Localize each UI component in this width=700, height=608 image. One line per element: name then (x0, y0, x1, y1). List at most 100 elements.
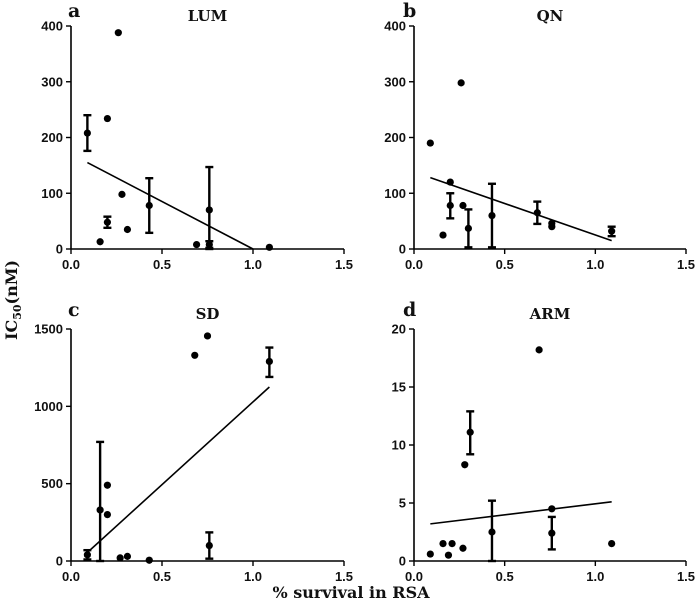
data-point (533, 209, 541, 217)
data-point (426, 550, 434, 558)
x-tick-label: 0.5 (153, 569, 171, 584)
data-point (548, 223, 556, 231)
y-tick-label: 0 (399, 242, 406, 257)
y-tick-label: 1000 (34, 399, 63, 414)
y-axis-title-unit: (nM) (2, 260, 21, 304)
data-point (145, 556, 153, 564)
data-point (466, 428, 474, 436)
panel-c: 0.0 0.5 1.0 1.5 0 500 1000 1500 c SD (34, 299, 353, 584)
y-tick-label: 100 (384, 186, 406, 201)
data-point (191, 351, 199, 359)
data-point (464, 224, 472, 232)
y-tick-label: 0 (56, 242, 63, 257)
y-tick-label: 100 (41, 186, 63, 201)
y-tick-label: 15 (392, 380, 406, 395)
data-point (457, 79, 465, 87)
y-tick-label: 10 (392, 438, 406, 453)
data-point (459, 201, 467, 210)
x-tick-label: 0.5 (153, 257, 171, 272)
x-tick-label: 1.5 (677, 569, 695, 584)
x-tick-label: 1.0 (586, 257, 604, 272)
data-point (548, 529, 556, 537)
y-axis-title-sub: 50 (11, 304, 24, 320)
data-point (103, 481, 111, 489)
data-point (123, 552, 132, 560)
x-tick-label: 1.0 (244, 257, 262, 272)
data-point (205, 541, 213, 550)
x-axis-title: % survival in RSA (272, 583, 430, 602)
data-point (103, 218, 111, 226)
data-point (205, 240, 213, 249)
data-point (145, 201, 153, 210)
data-point (265, 357, 273, 366)
data-point (439, 540, 447, 548)
y-tick-label: 300 (41, 74, 63, 89)
panel-label: a (68, 0, 80, 22)
panel-d: 0.0 0.5 1.0 1.5 0 5 10 15 20d ARM (392, 299, 696, 584)
data-point (446, 178, 454, 186)
data-point (488, 528, 496, 536)
y-tick-label: 300 (384, 74, 406, 89)
data-point (535, 346, 543, 354)
x-tick-label: 0.0 (62, 257, 80, 272)
y-tick-label: 5 (399, 496, 406, 511)
data-point (548, 505, 556, 513)
x-tick-label: 0.0 (405, 257, 423, 272)
svg-text:IC50(nM): IC50(nM) (2, 260, 24, 340)
data-point (439, 231, 447, 239)
data-point (203, 332, 212, 340)
panel-label: d (403, 299, 416, 321)
y-tick-label: 200 (384, 130, 406, 145)
x-tick-label: 1.5 (335, 569, 353, 584)
data-point (608, 540, 616, 548)
y-tick-label: 1500 (34, 322, 63, 337)
y-tick-label: 0 (56, 554, 63, 569)
y-tick-label: 0 (399, 554, 406, 569)
x-tick-label: 0.5 (496, 569, 514, 584)
data-point (118, 190, 126, 198)
y-tick-label: 400 (384, 19, 406, 34)
x-tick-label: 0.0 (405, 569, 423, 584)
data-point (459, 544, 467, 552)
data-point (444, 551, 453, 559)
data-point (448, 540, 456, 548)
panel-title: QN (537, 7, 564, 25)
data-point (103, 114, 111, 123)
panel-a: 0.0 0.5 1.0 1.5 0 100 200 300 400 a LUM (41, 0, 353, 272)
x-tick-label: 1.0 (244, 569, 262, 584)
data-point (608, 227, 616, 235)
y-axis-title: IC50(nM) (2, 260, 24, 340)
panel-title: SD (196, 305, 220, 323)
panel-title: ARM (529, 305, 571, 323)
regression-line (86, 386, 270, 554)
data-point (488, 211, 496, 220)
y-tick-label: 20 (392, 322, 406, 337)
x-tick-label: 1.0 (586, 569, 604, 584)
x-tick-label: 1.5 (335, 257, 353, 272)
data-point (116, 554, 124, 562)
data-point (96, 238, 104, 246)
data-point (114, 29, 122, 37)
data-point (96, 506, 104, 514)
y-tick-label: 400 (41, 19, 63, 34)
data-point (446, 201, 454, 210)
data-point (83, 551, 91, 559)
regression-line (430, 501, 612, 525)
data-point (123, 225, 132, 234)
x-tick-label: 0.0 (62, 569, 80, 584)
y-tick-label: 200 (41, 130, 63, 145)
x-tick-label: 1.5 (677, 257, 695, 272)
data-point (461, 461, 469, 469)
data-point (426, 139, 434, 147)
data-point (192, 240, 201, 249)
panel-title: LUM (188, 7, 227, 25)
panel-label: b (403, 0, 416, 22)
data-point (103, 510, 111, 519)
data-point (205, 206, 213, 214)
regression-line (430, 176, 612, 242)
y-tick-label: 500 (41, 476, 63, 491)
y-axis-title-main: IC (2, 320, 21, 340)
x-tick-label: 0.5 (496, 257, 514, 272)
